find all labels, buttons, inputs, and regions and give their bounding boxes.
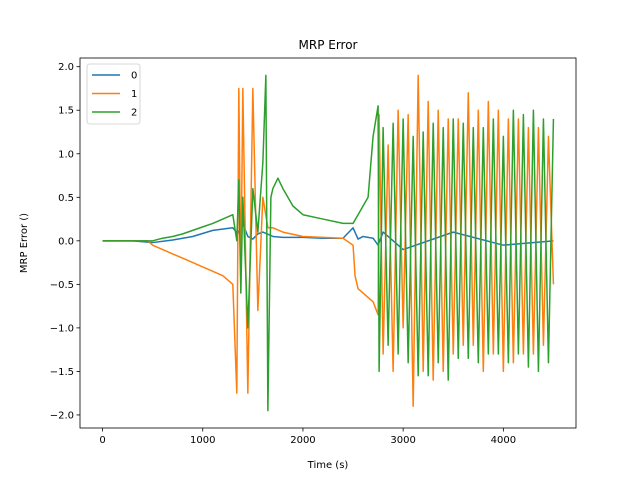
axis-ticks: 0 1000 2000 3000 4000 −2.0 −1.5 −1.0 −0.5 0.0 0.5 1… <box>50 62 516 446</box>
x-tick-label: 0 <box>99 435 105 446</box>
y-tick-label: 1.0 <box>58 149 74 160</box>
y-tick-label: −2.0 <box>50 410 74 421</box>
y-axis-label: MRP Error () <box>19 213 30 273</box>
chart-title: MRP Error <box>299 38 358 52</box>
plot-area <box>102 74 555 412</box>
x-tick-label: 1000 <box>190 435 215 446</box>
x-axis-label: Time (s) <box>307 460 349 471</box>
legend-label-1: 1 <box>131 89 137 100</box>
y-tick-label: 0.5 <box>58 193 74 204</box>
x-tick-label: 2000 <box>290 435 315 446</box>
y-tick-label: −1.5 <box>50 367 74 378</box>
x-tick-label: 4000 <box>491 435 516 446</box>
y-tick-label: 2.0 <box>58 62 74 73</box>
series-line-2 <box>102 74 555 412</box>
x-tick-label: 3000 <box>390 435 415 446</box>
legend: 0 1 2 <box>86 63 141 125</box>
series-line-1 <box>102 74 555 407</box>
y-tick-label: 0.0 <box>58 236 74 247</box>
y-tick-label: −1.0 <box>50 323 74 334</box>
y-tick-label: 1.5 <box>58 106 74 117</box>
legend-label-2: 2 <box>131 108 137 119</box>
legend-label-0: 0 <box>131 71 137 82</box>
axes-frame <box>79 57 577 429</box>
y-tick-label: −0.5 <box>50 280 74 291</box>
